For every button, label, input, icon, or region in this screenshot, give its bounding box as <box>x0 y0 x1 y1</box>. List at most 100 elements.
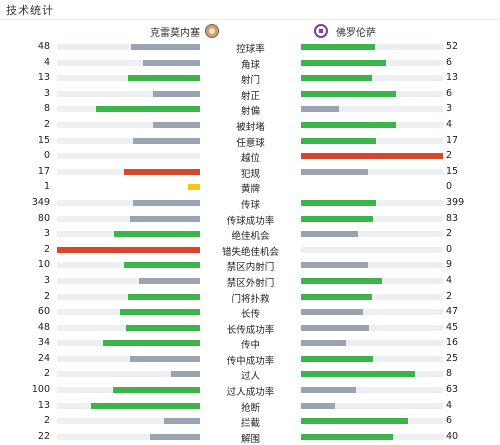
home-bar-track <box>57 44 200 50</box>
home-bar <box>126 324 200 331</box>
away-bar-track <box>301 340 443 347</box>
home-bar <box>124 262 200 269</box>
away-bar-track <box>301 121 443 128</box>
stat-row: 8 射偏 3 <box>0 102 500 118</box>
stat-row: 3 射正 6 <box>0 87 500 103</box>
away-bar-track <box>301 168 443 175</box>
home-value: 100 <box>31 384 50 396</box>
away-value: 4 <box>446 274 453 286</box>
home-bar <box>103 340 200 347</box>
home-bar <box>164 418 200 425</box>
stat-label: 传中 <box>240 340 260 352</box>
stat-label: 长传成功率 <box>226 324 275 336</box>
home-value: 349 <box>31 196 50 208</box>
away-bar <box>301 44 375 50</box>
stat-row: 48 长传成功率 45 <box>0 321 500 337</box>
away-value: 3 <box>446 103 453 115</box>
home-bar <box>153 90 200 97</box>
away-value: 0 <box>446 181 453 193</box>
away-value: 8 <box>446 368 453 380</box>
stat-label: 过人成功率 <box>226 387 275 399</box>
away-team-crest-icon <box>314 24 328 38</box>
home-value: 0 <box>43 150 50 162</box>
home-bar <box>114 231 200 238</box>
away-bar-track <box>301 246 443 253</box>
home-bar-track <box>57 90 200 97</box>
away-bar <box>301 199 376 206</box>
home-bar-track <box>57 153 200 160</box>
stat-row: 80 传球成功率 83 <box>0 212 500 228</box>
away-bar <box>301 371 415 378</box>
stat-row: 34 传中 16 <box>0 336 500 352</box>
home-value: 2 <box>43 415 50 427</box>
home-bar-track <box>57 293 200 300</box>
home-bar <box>113 387 200 394</box>
stat-label: 拦截 <box>240 418 260 430</box>
away-value: 47 <box>446 306 459 318</box>
away-bar <box>301 106 339 113</box>
home-value: 34 <box>37 337 50 349</box>
stat-label: 禁区内射门 <box>226 262 275 274</box>
page-title: 技术统计 <box>6 4 54 17</box>
stat-row: 100 过人成功率 63 <box>0 383 500 399</box>
stat-row: 3 绝佳机会 2 <box>0 227 500 243</box>
home-value: 48 <box>37 321 50 333</box>
stat-row: 13 抢断 4 <box>0 399 500 415</box>
away-bar-track <box>301 418 443 425</box>
stat-row: 48 控球率 52 <box>0 40 500 56</box>
stat-row: 3 禁区外射门 4 <box>0 274 500 290</box>
home-bar-track <box>57 59 200 66</box>
home-bar-track <box>57 418 200 425</box>
away-bar-track <box>301 387 443 394</box>
home-bar <box>131 44 200 50</box>
stat-label: 控球率 <box>236 44 265 55</box>
away-bar-track <box>301 184 443 190</box>
away-bar <box>301 153 443 160</box>
stat-row: 4 角球 6 <box>0 56 500 72</box>
stat-label: 禁区外射门 <box>226 277 275 289</box>
away-value: 2 <box>446 228 453 240</box>
away-bar-track <box>301 293 443 300</box>
stat-label: 门将扑救 <box>231 293 270 305</box>
away-bar-track <box>301 262 443 269</box>
away-value: 2 <box>446 150 453 162</box>
home-value: 13 <box>37 399 50 411</box>
home-bar <box>128 293 200 300</box>
away-bar <box>301 387 356 394</box>
stat-row: 17 犯规 15 <box>0 165 500 181</box>
away-value: 17 <box>446 134 459 146</box>
home-bar-track <box>57 106 200 113</box>
home-bar <box>143 59 200 66</box>
home-bar-track <box>57 215 200 222</box>
away-value: 6 <box>446 415 453 427</box>
away-value: 40 <box>446 430 459 442</box>
stat-row: 1 黄牌 0 <box>0 180 500 196</box>
away-bar-track <box>301 277 443 284</box>
home-bar <box>171 371 200 378</box>
away-bar-track <box>301 199 443 206</box>
home-value: 15 <box>37 134 50 146</box>
stats-list: 48 控球率 52 4 角球 6 13 射门 13 3 射正 6 8 射偏 3 2 被封堵 4 15 任意球 17 0 越位… <box>0 40 500 445</box>
away-value: 2 <box>446 290 453 302</box>
stat-label: 错失绝佳机会 <box>221 246 279 258</box>
home-bar <box>91 402 200 409</box>
stat-label: 射门 <box>240 75 260 87</box>
stat-label: 解围 <box>240 433 260 445</box>
home-value: 13 <box>37 72 50 84</box>
away-bar-track <box>301 402 443 409</box>
stat-row: 10 禁区内射门 9 <box>0 258 500 274</box>
home-bar <box>96 106 200 113</box>
teams-header: 克雷莫内塞 佛罗伦萨 <box>0 22 500 42</box>
away-bar-track <box>301 90 443 97</box>
home-bar <box>128 75 200 82</box>
away-bar <box>301 59 386 66</box>
away-bar-track <box>301 231 443 238</box>
away-value: 15 <box>446 165 459 177</box>
home-bar <box>153 121 200 128</box>
home-bar-track <box>57 231 200 238</box>
home-bar-track <box>57 168 200 175</box>
away-bar <box>301 418 408 425</box>
home-bar <box>133 137 200 144</box>
stat-label: 犯规 <box>240 168 260 180</box>
away-bar-track <box>301 137 443 144</box>
